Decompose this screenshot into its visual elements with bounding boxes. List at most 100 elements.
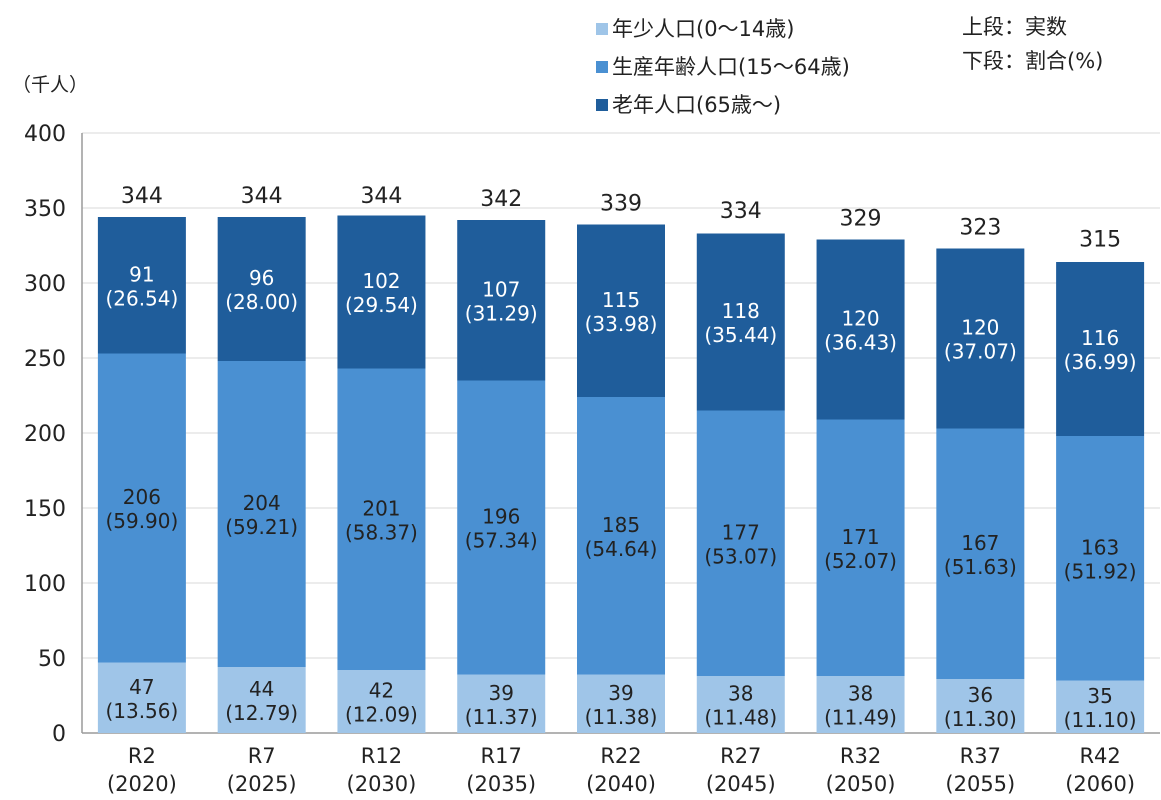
x-tick-label: R32: [840, 744, 881, 768]
data-label-percent: (59.90): [105, 509, 178, 533]
bar-segment-elderly: [696, 233, 785, 411]
bar-segment-youth: [337, 670, 426, 733]
data-label-value: 120: [961, 316, 999, 340]
bar-segment-elderly: [577, 224, 665, 397]
total-label: 339: [600, 192, 642, 217]
data-label-percent: (54.64): [585, 537, 658, 561]
data-label-percent: (12.79): [225, 701, 298, 725]
x-tick-label: R2: [128, 744, 156, 768]
bar-segment-elderly: [97, 217, 186, 354]
total-label: 342: [480, 187, 522, 212]
legend-swatch-elderly: [596, 99, 608, 111]
bar-segment-youth: [577, 674, 665, 733]
data-label-percent: (33.98): [585, 312, 658, 336]
data-label-percent: (12.09): [345, 703, 418, 727]
data-label-percent: (11.49): [824, 706, 897, 730]
data-label-value: 185: [602, 513, 640, 537]
bar-segment-working-age: [457, 380, 546, 675]
legend-item-elderly: 老年人口(65歳～): [596, 86, 850, 124]
bar-segment-working-age: [217, 361, 306, 667]
y-tick-label: 400: [24, 122, 66, 147]
legend-swatch-working-age: [596, 61, 608, 73]
data-label-percent: (35.44): [704, 323, 777, 347]
data-label-value: 35: [1087, 684, 1112, 708]
data-label-percent: (53.07): [704, 544, 777, 568]
y-axis-unit-label: （千人）: [12, 74, 89, 96]
data-label-percent: (57.34): [465, 529, 538, 553]
data-label-value: 167: [961, 531, 999, 555]
data-label-value: 102: [362, 269, 400, 293]
data-label-percent: (59.21): [225, 515, 298, 539]
data-label-value: 118: [722, 299, 760, 323]
data-label-percent: (26.54): [105, 286, 178, 310]
y-tick-label: 100: [24, 572, 66, 597]
bar-segment-youth: [97, 662, 186, 733]
y-tick-label: 50: [38, 647, 66, 672]
bar-segment-working-age: [577, 397, 665, 675]
total-label: 315: [1079, 228, 1121, 253]
data-label-percent: (58.37): [345, 520, 418, 544]
x-tick-label: R7: [248, 744, 276, 768]
data-label-value: 120: [841, 307, 879, 331]
x-tick-label-year: (2030): [347, 772, 417, 796]
data-label-percent: (51.92): [1064, 559, 1137, 583]
y-tick-label: 300: [24, 272, 66, 297]
bar-segment-youth: [217, 667, 306, 733]
data-label-percent: (51.63): [944, 555, 1017, 579]
data-label-value: 39: [608, 681, 633, 705]
bar-segment-working-age: [696, 410, 785, 676]
x-tick-label-year: (2020): [107, 772, 177, 796]
total-label: 344: [360, 184, 402, 209]
data-label-value: 201: [362, 496, 400, 520]
bar-segment-youth: [816, 676, 905, 733]
legend: 年少人口(0～14歳) 生産年齢人口(15～64歳) 老年人口(65歳～): [596, 10, 850, 124]
total-label: 323: [959, 216, 1001, 241]
x-tick-label: R12: [361, 744, 402, 768]
data-label-value: 116: [1081, 326, 1119, 350]
x-tick-label: R22: [600, 744, 641, 768]
bar-segment-youth: [457, 674, 546, 733]
data-label-percent: (31.29): [465, 301, 538, 325]
bar-segment-working-age: [816, 419, 905, 676]
x-tick-label: R17: [481, 744, 522, 768]
data-label-value: 39: [488, 681, 513, 705]
legend-item-youth: 年少人口(0～14歳): [596, 10, 850, 48]
x-tick-label: R37: [960, 744, 1001, 768]
legend-label-elderly: 老年人口(65歳～): [612, 93, 782, 117]
y-tick-label: 0: [52, 722, 66, 747]
data-label-percent: (52.07): [824, 549, 897, 573]
data-label-value: 115: [602, 288, 640, 312]
data-label-percent: (29.54): [345, 293, 418, 317]
data-label-value: 177: [722, 520, 760, 544]
bar-segment-working-age: [936, 428, 1025, 679]
data-label-percent: (11.48): [704, 706, 777, 730]
bar-segment-youth: [696, 676, 785, 733]
data-label-percent: (36.99): [1064, 350, 1137, 374]
note-upper-actual: 上段：実数: [962, 15, 1067, 39]
data-label-percent: (28.00): [225, 290, 298, 314]
x-tick-label-year: (2045): [706, 772, 776, 796]
total-label: 344: [121, 184, 163, 209]
x-tick-label: R42: [1079, 744, 1120, 768]
data-label-value: 163: [1081, 535, 1119, 559]
data-label-value: 171: [841, 525, 879, 549]
bar-segment-youth: [936, 679, 1025, 733]
data-label-value: 47: [129, 675, 154, 699]
data-label-percent: (13.56): [105, 699, 178, 723]
total-label: 344: [241, 184, 283, 209]
label-note: 上段：実数 下段：割合(%): [962, 10, 1103, 78]
bar-segment-elderly: [457, 220, 546, 381]
total-label: 334: [720, 199, 762, 224]
data-label-value: 44: [249, 677, 274, 701]
data-label-value: 42: [369, 679, 394, 703]
x-tick-label-year: (2050): [826, 772, 896, 796]
x-tick-label-year: (2040): [586, 772, 656, 796]
bar-segment-elderly: [1056, 262, 1145, 436]
data-label-value: 196: [482, 505, 520, 529]
legend-label-youth: 年少人口(0～14歳): [612, 17, 795, 41]
data-label-value: 96: [249, 266, 274, 290]
legend-label-working-age: 生産年齢人口(15～64歳): [612, 55, 850, 79]
data-label-value: 91: [129, 262, 154, 286]
